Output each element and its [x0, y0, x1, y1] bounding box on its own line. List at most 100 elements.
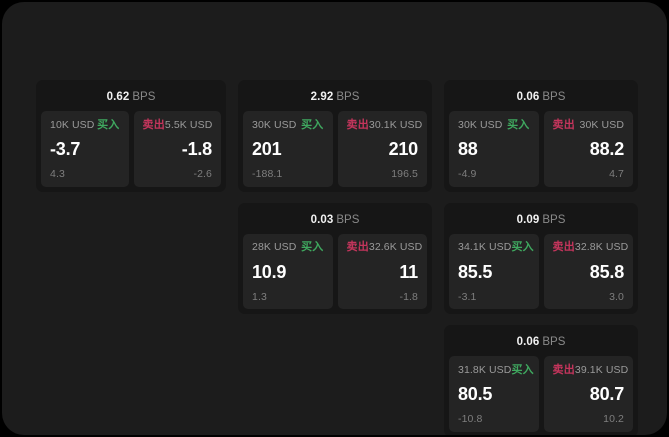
sell-side-card[interactable]: 卖出 30.1K USD 210 196.5: [337, 111, 427, 187]
sell-action-label[interactable]: 卖出: [552, 241, 575, 253]
buy-side-header: 10K USD 买入: [50, 119, 120, 131]
quote-column: 0.06 BPS 30K USD 买入 88 -4.9 卖出 30K USD 88.2 4.7 0.…: [444, 80, 638, 435]
quote-group[interactable]: 0.62 BPS 10K USD 买入 -3.7 4.3 卖出 5.5K USD -1.8 -2.…: [36, 80, 226, 192]
bps-header: 0.62 BPS: [41, 87, 221, 111]
buy-size-label: 10K USD: [50, 118, 95, 131]
quote-sides: 34.1K USD 买入 85.5 -3.1 卖出 32.8K USD 85.8 3.0: [449, 233, 633, 309]
buy-side-card[interactable]: 28K USD 买入 10.9 1.3: [243, 233, 333, 309]
quote-sides: 30K USD 买入 201 -188.1 卖出 30.1K USD 210 196.5: [243, 111, 427, 187]
quote-group[interactable]: 0.06 BPS 31.8K USD 买入 80.5 -10.8 卖出 39.1K USD 80…: [444, 325, 638, 435]
sell-side-header: 卖出 5.5K USD: [143, 119, 213, 131]
bps-value: 0.06: [516, 336, 540, 348]
sell-action-label[interactable]: 卖出: [552, 363, 575, 376]
sell-action-label[interactable]: 卖出: [346, 118, 369, 131]
buy-delta: -3.1: [458, 290, 477, 303]
buy-size-label: 34.1K USD: [458, 241, 512, 254]
bps-unit-label: BPS: [336, 213, 360, 226]
buy-side-card[interactable]: 31.8K USD 买入 80.5 -10.8: [449, 356, 539, 432]
buy-delta: -188.1: [252, 168, 283, 180]
sell-action-label[interactable]: 卖出: [346, 241, 369, 253]
buy-side-card[interactable]: 30K USD 买入 88 -4.9: [449, 111, 539, 187]
buy-side-header: 30K USD 买入: [458, 119, 530, 131]
sell-price: 85.8: [589, 261, 624, 282]
bps-unit-label: BPS: [542, 213, 566, 226]
buy-side-card[interactable]: 30K USD 买入 201 -188.1: [243, 111, 333, 187]
sell-side-header: 卖出 32.6K USD: [346, 241, 423, 254]
sell-side-card[interactable]: 卖出 30K USD 88.2 4.7: [543, 111, 633, 187]
bps-header: 2.92 BPS: [243, 87, 427, 111]
sell-size-label: 5.5K USD: [164, 118, 213, 131]
quote-group[interactable]: 0.09 BPS 34.1K USD 买入 85.5 -3.1 卖出 32.8K USD 85.…: [444, 202, 638, 314]
buy-action-label[interactable]: 买入: [511, 241, 534, 253]
sell-price: 11: [399, 261, 418, 282]
bps-value: 0.06: [516, 91, 540, 103]
sell-side-card[interactable]: 卖出 32.8K USD 85.8 3.0: [543, 233, 633, 309]
sell-delta: 3.0: [609, 290, 624, 303]
bps-value: 0.03: [310, 213, 334, 226]
quote-sides: 28K USD 买入 10.9 1.3 卖出 32.6K USD 11 -1.8: [243, 233, 427, 309]
buy-price: 10.9: [252, 261, 287, 282]
bps-value: 0.62: [106, 91, 130, 103]
sell-price: 210: [388, 139, 419, 159]
buy-delta: 4.3: [50, 168, 65, 180]
sell-side-card[interactable]: 卖出 39.1K USD 80.7 10.2: [543, 356, 633, 432]
buy-price: 85.5: [458, 261, 493, 282]
bps-unit-label: BPS: [132, 91, 156, 103]
quote-column: 2.92 BPS 30K USD 买入 201 -188.1 卖出 30.1K USD 210 1…: [238, 80, 432, 314]
bps-header: 0.03 BPS: [243, 210, 427, 234]
sell-side-header: 卖出 30.1K USD: [346, 118, 423, 131]
sell-price: 80.7: [589, 384, 624, 404]
sell-side-header: 卖出 30K USD: [553, 119, 625, 131]
quote-column: 0.62 BPS 10K USD 买入 -3.7 4.3 卖出 5.5K USD -1.8 -2.…: [36, 80, 226, 192]
buy-side-card[interactable]: 10K USD 买入 -3.7 4.3: [41, 111, 129, 187]
quote-sides: 30K USD 买入 88 -4.9 卖出 30K USD 88.2 4.7: [449, 111, 633, 187]
buy-side-header: 28K USD 买入: [252, 242, 324, 254]
buy-price: 80.5: [458, 384, 493, 404]
buy-action-label[interactable]: 买入: [301, 118, 324, 131]
buy-price: -3.7: [50, 139, 81, 159]
sell-side-card[interactable]: 卖出 32.6K USD 11 -1.8: [337, 233, 427, 309]
sell-price: 88.2: [589, 139, 624, 159]
buy-action-label[interactable]: 买入: [511, 363, 534, 376]
sell-delta: 196.5: [391, 168, 418, 180]
buy-delta: -10.8: [458, 413, 483, 425]
buy-size-label: 30K USD: [458, 118, 503, 131]
bps-unit-label: BPS: [542, 91, 566, 103]
quote-group[interactable]: 0.03 BPS 28K USD 买入 10.9 1.3 卖出 32.6K USD 11 -1.8: [238, 202, 432, 314]
sell-price: -1.8: [181, 139, 212, 159]
bps-unit-label: BPS: [542, 336, 566, 348]
buy-side-card[interactable]: 34.1K USD 买入 85.5 -3.1: [449, 233, 539, 309]
bps-header: 0.06 BPS: [449, 87, 633, 111]
buy-price: 88: [458, 139, 478, 159]
buy-action-label[interactable]: 买入: [301, 241, 324, 253]
buy-action-label[interactable]: 买入: [97, 118, 120, 131]
sell-delta: -2.6: [193, 168, 212, 180]
sell-side-header: 卖出 32.8K USD: [552, 241, 629, 254]
sell-action-label[interactable]: 卖出: [552, 118, 575, 131]
quote-columns-container: 0.62 BPS 10K USD 买入 -3.7 4.3 卖出 5.5K USD -1.8 -2.…: [36, 80, 638, 435]
sell-delta: 10.2: [603, 413, 624, 425]
buy-side-header: 30K USD 买入: [252, 119, 324, 131]
sell-action-label[interactable]: 卖出: [142, 118, 165, 131]
buy-action-label[interactable]: 买入: [507, 118, 530, 131]
sell-side-card[interactable]: 卖出 5.5K USD -1.8 -2.6: [133, 111, 221, 187]
buy-side-header: 31.8K USD 买入: [458, 363, 534, 376]
buy-delta: -4.9: [458, 168, 477, 180]
quote-group[interactable]: 0.06 BPS 30K USD 买入 88 -4.9 卖出 30K USD 88.2 4.7: [444, 80, 638, 192]
quote-group[interactable]: 2.92 BPS 30K USD 买入 201 -188.1 卖出 30.1K USD 210 1…: [238, 80, 432, 192]
buy-size-label: 30K USD: [252, 118, 297, 131]
sell-size-label: 30.1K USD: [368, 118, 423, 131]
buy-size-label: 31.8K USD: [458, 363, 512, 376]
buy-size-label: 28K USD: [252, 241, 297, 254]
buy-side-header: 34.1K USD 买入: [458, 241, 534, 254]
sell-delta: 4.7: [609, 168, 624, 180]
sell-size-label: 32.8K USD: [574, 241, 629, 254]
bps-unit-label: BPS: [336, 91, 360, 103]
buy-price: 201: [252, 139, 282, 159]
buy-delta: 1.3: [252, 290, 267, 303]
bps-header: 0.06 BPS: [449, 332, 633, 356]
quote-sides: 10K USD 买入 -3.7 4.3 卖出 5.5K USD -1.8 -2.6: [41, 111, 221, 187]
bps-value: 2.92: [310, 91, 334, 103]
sell-delta: -1.8: [399, 290, 418, 303]
